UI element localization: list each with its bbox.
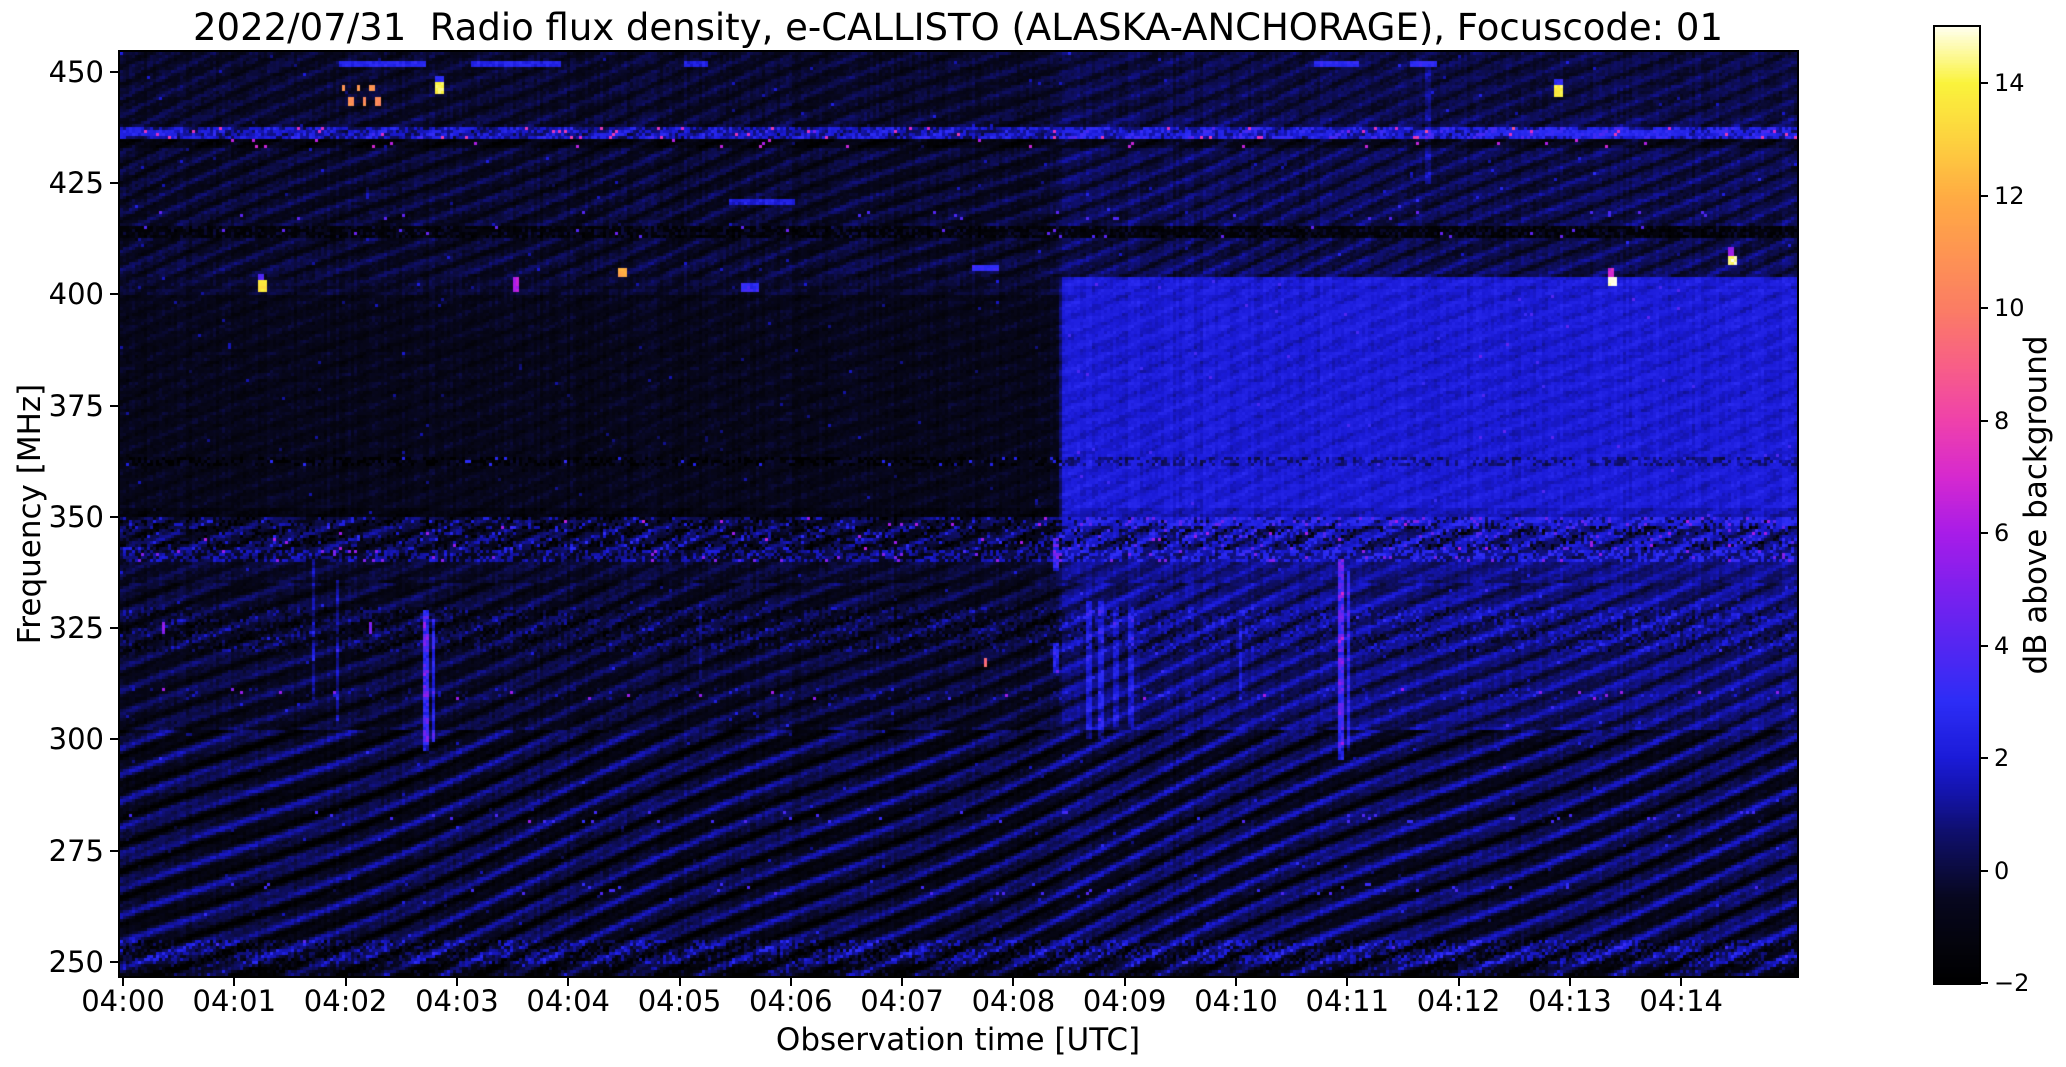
x-axis-tick-label: 04:05	[637, 984, 722, 1018]
y-axis-tick	[110, 960, 118, 963]
colorbar-tick-label: 14	[1994, 69, 2025, 98]
x-axis-tick	[233, 978, 236, 986]
x-axis-tick	[678, 978, 681, 986]
colorbar-tick-label: 6	[1994, 519, 2010, 548]
y-axis-tick	[110, 738, 118, 741]
colorbar-tick	[1981, 82, 1988, 85]
x-axis-tick-label: 04:02	[303, 984, 388, 1018]
y-axis-tick-label: 325	[48, 611, 104, 646]
colorbar-tick-label: 12	[1994, 181, 2025, 210]
colorbar-tick-label: 10	[1994, 294, 2025, 323]
x-axis-tick	[1235, 978, 1237, 986]
x-axis-tick	[1680, 978, 1683, 986]
y-axis-tick	[110, 71, 118, 74]
x-axis-tick	[1457, 978, 1460, 986]
y-axis-tick	[110, 849, 118, 852]
spectrogram-heatmap	[120, 52, 1797, 976]
colorbar-tick-label: 2	[1994, 744, 2010, 773]
colorbar-label: dB above background	[2018, 335, 2054, 675]
y-axis-tick-label: 250	[48, 944, 104, 979]
y-axis-tick-label: 300	[48, 722, 104, 757]
colorbar-tick-label: −2	[1994, 969, 2030, 997]
y-axis-tick	[110, 515, 118, 518]
colorbar-tick-label: 8	[1994, 406, 2010, 435]
colorbar-gradient	[1935, 27, 1979, 983]
y-axis-label: Frequency [MHz]	[12, 383, 48, 645]
spectrogram-axes	[118, 50, 1799, 978]
x-axis-tick-label: 04:01	[192, 984, 277, 1018]
x-axis-tick	[1568, 978, 1571, 986]
x-axis-tick	[567, 978, 570, 986]
x-axis-tick-label: 04:12	[1416, 984, 1501, 1018]
x-axis-tick-label: 04:03	[415, 984, 499, 1018]
y-axis-tick-label: 450	[48, 55, 104, 90]
x-axis-tick	[344, 978, 347, 986]
x-axis-tick	[1346, 978, 1349, 986]
x-axis-tick-label: 04:06	[749, 984, 833, 1018]
colorbar-tick	[1981, 869, 1988, 872]
y-axis-tick-label: 375	[48, 388, 104, 423]
y-axis-tick	[110, 404, 118, 407]
x-axis-tick-label: 04:11	[1305, 984, 1390, 1018]
x-axis-tick-label: 04:08	[971, 984, 1056, 1018]
colorbar-tick	[1981, 644, 1988, 647]
x-axis-tick	[1012, 978, 1015, 986]
x-axis-tick-label: 04:14	[1639, 984, 1723, 1018]
x-axis-tick-label: 04:10	[1194, 984, 1278, 1018]
x-axis-tick-label: 04:09	[1082, 984, 1167, 1018]
y-axis-tick-label: 400	[48, 277, 104, 312]
y-axis-tick	[110, 293, 118, 296]
y-axis-tick	[110, 182, 118, 185]
y-axis-tick-label: 275	[48, 833, 104, 868]
x-axis-tick-label: 04:00	[81, 984, 165, 1018]
x-axis-tick	[901, 978, 904, 986]
chart-title: 2022/07/31 Radio flux density, e-CALLIST…	[193, 6, 1723, 49]
x-axis-tick-label: 04:04	[526, 984, 610, 1018]
colorbar-tick	[1981, 194, 1988, 197]
colorbar-tick	[1981, 419, 1988, 422]
x-axis-label: Observation time [UTC]	[775, 1022, 1141, 1058]
x-axis-tick	[1123, 978, 1126, 986]
colorbar-tick-label: 0	[1994, 856, 2010, 885]
colorbar-tick	[1981, 982, 1988, 984]
colorbar-tick	[1981, 307, 1988, 310]
x-axis-tick-label: 04:13	[1528, 984, 1612, 1018]
y-axis-tick	[110, 627, 118, 630]
y-axis-tick-label: 425	[48, 166, 104, 201]
x-axis-tick-label: 04:07	[860, 984, 944, 1018]
x-axis-tick	[122, 978, 124, 986]
colorbar-tick	[1981, 757, 1988, 760]
y-axis-tick-label: 350	[48, 499, 104, 534]
colorbar-tick-label: 4	[1994, 631, 2010, 660]
colorbar-tick	[1981, 532, 1988, 535]
x-axis-tick	[455, 978, 458, 986]
colorbar	[1933, 25, 1981, 985]
x-axis-tick	[789, 978, 792, 986]
